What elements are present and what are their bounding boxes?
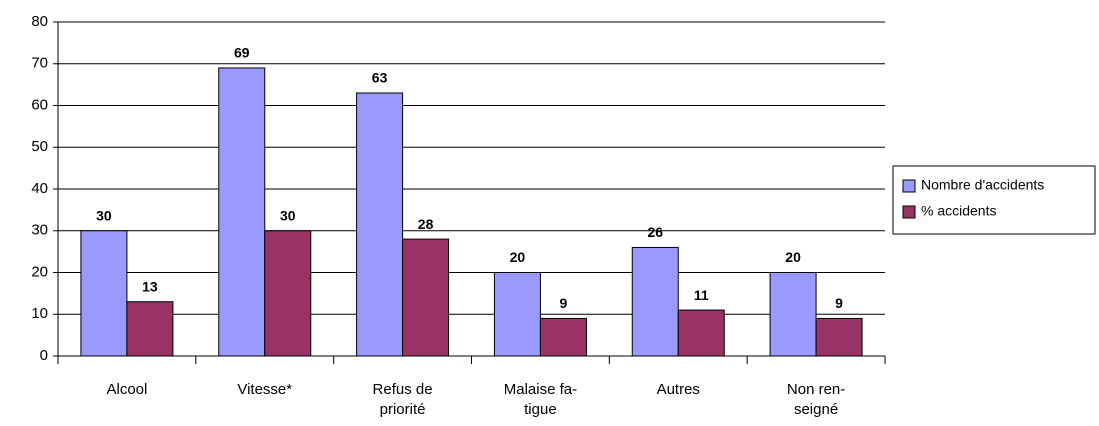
data-label: 20 [510,249,526,265]
y-tick-label: 0 [40,347,48,364]
data-label: 69 [234,45,250,61]
y-tick-label: 60 [31,96,48,113]
y-tick-label: 40 [31,180,48,197]
bar [80,230,128,357]
bar [631,246,679,357]
bar [769,272,817,357]
y-tick-label: 70 [31,55,48,72]
legend-label: % accidents [921,203,996,219]
data-label: 13 [142,278,158,294]
y-tick-label: 80 [31,13,48,30]
bar [356,92,404,357]
y-tick-label: 30 [31,222,48,239]
data-label: 30 [96,207,112,223]
legend-label: Nombre d'accidents [921,177,1044,193]
bar [218,67,266,357]
x-tick-label: Vitesse* [237,381,292,398]
data-label: 28 [418,216,434,232]
x-tick-label: Refus de priorité [373,381,433,418]
bar [264,230,312,357]
data-label: 20 [785,249,801,265]
bar [677,309,725,357]
data-label: 9 [560,295,568,311]
data-label: 11 [694,287,709,303]
data-label: 30 [280,207,296,223]
data-label: 26 [647,224,663,240]
x-tick-label: Autres [657,381,700,398]
legend-box [892,165,1096,235]
bar [493,272,541,357]
bar [815,317,863,357]
bar [126,301,174,357]
bar [402,238,450,357]
legend-swatch [902,179,916,193]
x-tick-label: Malaise fa-tigue [504,381,577,418]
y-tick-label: 50 [31,138,48,155]
y-tick-label: 10 [31,305,48,322]
y-tick-label: 20 [31,263,48,280]
x-tick-label: Alcool [106,381,147,398]
legend-swatch [902,205,916,219]
x-tick-label: Non ren-seigné [787,381,845,418]
data-label: 9 [835,295,843,311]
data-label: 63 [372,70,388,86]
bar [539,317,587,357]
